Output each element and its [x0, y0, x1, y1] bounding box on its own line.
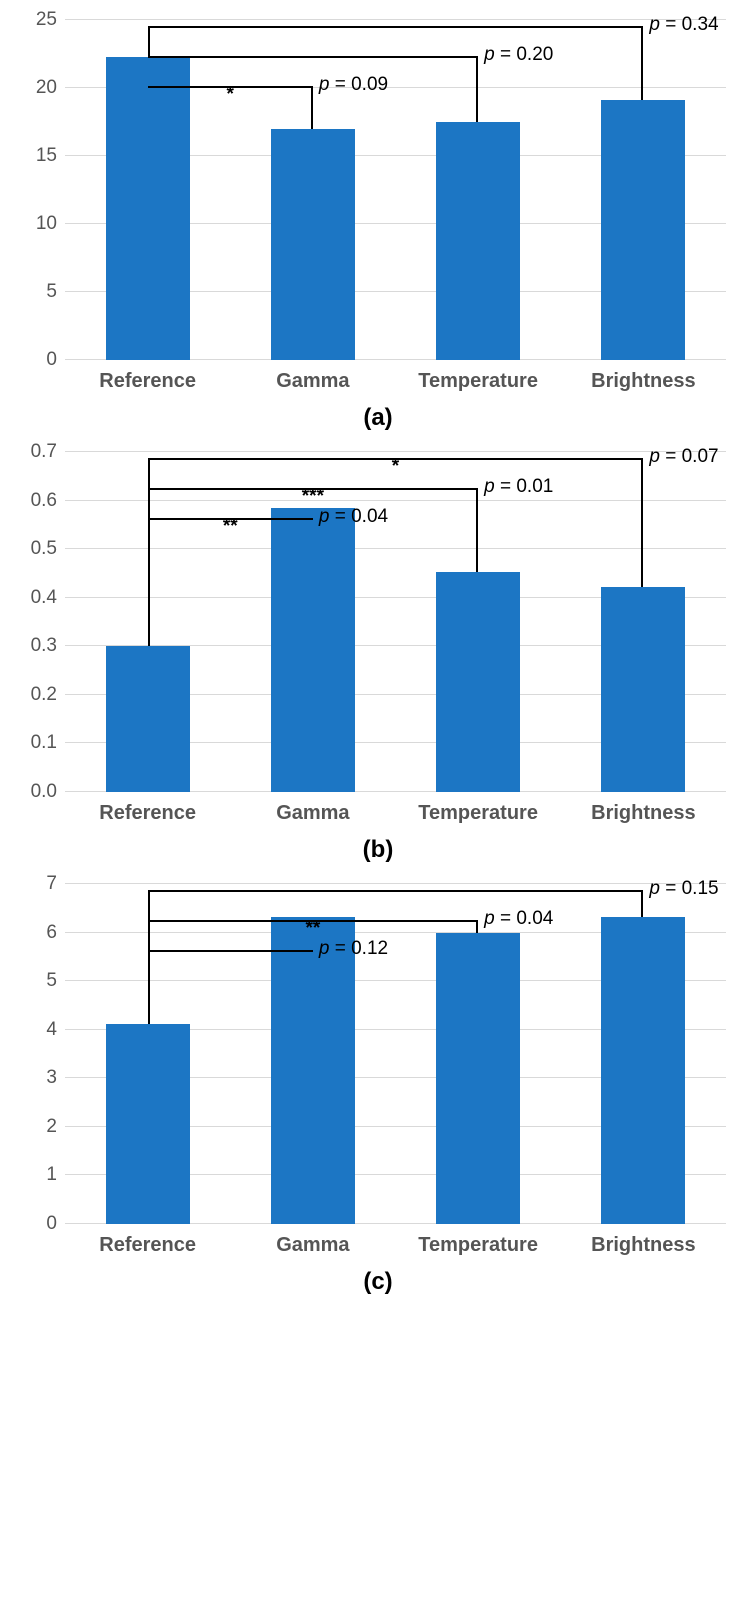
x-label: Brightness [561, 364, 726, 400]
y-tick-label: 1 [46, 1164, 57, 1186]
y-tick-label: 20 [36, 77, 57, 99]
bar-slot [65, 20, 230, 360]
x-label: Reference [65, 1228, 230, 1264]
bar-temperature [436, 933, 520, 1224]
x-label: Gamma [230, 1228, 395, 1264]
chart-b-wrap: 0.00.10.20.30.40.50.60.7ReferenceGammaTe… [10, 452, 746, 864]
bar-brightness [601, 917, 685, 1224]
bar-slot [230, 452, 395, 792]
chart-a: 0510152025ReferenceGammaTemperatureBrigh… [65, 20, 726, 400]
x-label: Brightness [561, 1228, 726, 1264]
bar-slot [230, 20, 395, 360]
subplot-label: (b) [10, 836, 746, 864]
chart-b: 0.00.10.20.30.40.50.60.7ReferenceGammaTe… [65, 452, 726, 832]
subplot-label: (a) [10, 404, 746, 432]
chart-a-wrap: 0510152025ReferenceGammaTemperatureBrigh… [10, 20, 746, 432]
bar-gamma [271, 917, 355, 1224]
y-tick-label: 0.0 [31, 781, 57, 803]
x-label: Temperature [396, 364, 561, 400]
bar-brightness [601, 100, 685, 360]
bar-slot [65, 452, 230, 792]
x-label: Temperature [396, 796, 561, 832]
y-tick-label: 0.5 [31, 538, 57, 560]
bar-slot [561, 452, 726, 792]
y-tick-label: 25 [36, 9, 57, 31]
x-labels: ReferenceGammaTemperatureBrightness [65, 1228, 726, 1264]
y-tick-label: 3 [46, 1067, 57, 1089]
x-label: Reference [65, 796, 230, 832]
y-tick-label: 0.7 [31, 441, 57, 463]
y-tick-label: 0.6 [31, 490, 57, 512]
x-labels: ReferenceGammaTemperatureBrightness [65, 364, 726, 400]
bar-temperature [436, 572, 520, 792]
bar-gamma [271, 508, 355, 792]
bars-row [65, 20, 726, 360]
bar-slot [561, 884, 726, 1224]
y-tick-label: 5 [46, 970, 57, 992]
bar-slot [230, 884, 395, 1224]
y-tick-label: 10 [36, 213, 57, 235]
bar-slot [65, 884, 230, 1224]
y-tick-label: 5 [46, 281, 57, 303]
subplot-label: (c) [10, 1268, 746, 1296]
bar-gamma [271, 129, 355, 360]
x-labels: ReferenceGammaTemperatureBrightness [65, 796, 726, 832]
y-tick-label: 7 [46, 873, 57, 895]
y-tick-label: 15 [36, 145, 57, 167]
bar-reference [106, 1024, 190, 1224]
bars-row [65, 452, 726, 792]
y-tick-label: 0.2 [31, 684, 57, 706]
bar-slot [561, 20, 726, 360]
y-tick-label: 0.4 [31, 587, 57, 609]
bar-temperature [436, 122, 520, 360]
y-tick-label: 0.3 [31, 635, 57, 657]
x-label: Temperature [396, 1228, 561, 1264]
bars-row [65, 884, 726, 1224]
chart-c: 01234567ReferenceGammaTemperatureBrightn… [65, 884, 726, 1264]
bar-brightness [601, 587, 685, 792]
x-label: Brightness [561, 796, 726, 832]
x-label: Gamma [230, 364, 395, 400]
y-tick-label: 0.1 [31, 732, 57, 754]
y-tick-label: 4 [46, 1019, 57, 1041]
chart-c-wrap: 01234567ReferenceGammaTemperatureBrightn… [10, 884, 746, 1296]
x-label: Reference [65, 364, 230, 400]
x-label: Gamma [230, 796, 395, 832]
y-tick-label: 0 [46, 349, 57, 371]
y-tick-label: 6 [46, 922, 57, 944]
bar-reference [106, 646, 190, 792]
y-tick-label: 2 [46, 1116, 57, 1138]
bar-slot [396, 884, 561, 1224]
bar-slot [396, 20, 561, 360]
bar-reference [106, 57, 190, 360]
y-tick-label: 0 [46, 1213, 57, 1235]
bar-slot [396, 452, 561, 792]
figure-root: 0510152025ReferenceGammaTemperatureBrigh… [10, 20, 746, 1296]
